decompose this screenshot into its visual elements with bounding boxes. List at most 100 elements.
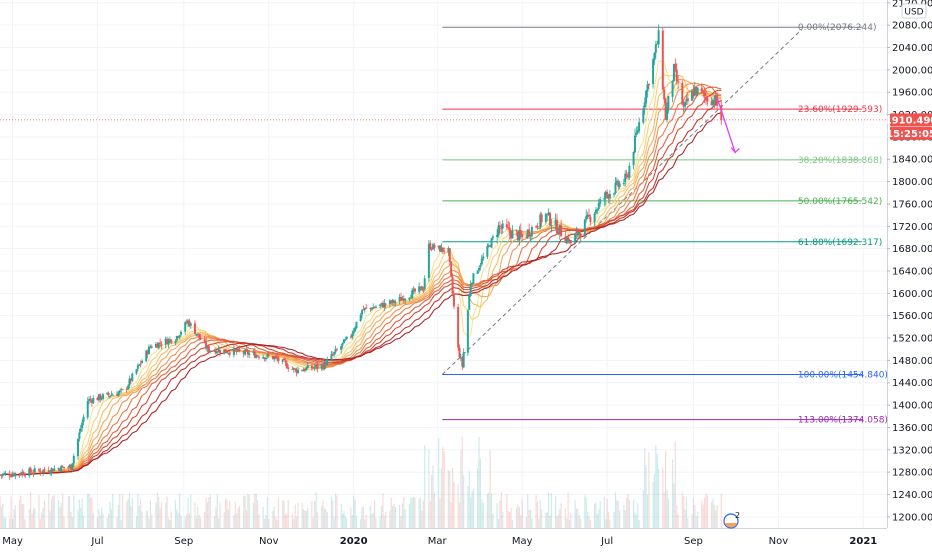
candle-body: [615, 180, 618, 183]
candle-body: [703, 92, 706, 96]
candle-body: [86, 401, 89, 418]
candle-body: [301, 370, 304, 372]
candle-body: [462, 351, 465, 368]
candle-body: [546, 213, 549, 215]
candle-body: [180, 331, 183, 335]
candle-body: [554, 219, 557, 225]
candle-body: [333, 352, 336, 355]
volume-bar: [492, 513, 494, 528]
volume-bar: [468, 471, 470, 528]
volume-bar: [697, 511, 699, 528]
volume-bar: [63, 516, 65, 528]
volume-bar: [557, 514, 559, 528]
candle-body: [588, 214, 591, 217]
volume-bar: [560, 503, 562, 528]
volume-bar: [49, 511, 51, 528]
volume-bar: [226, 499, 228, 528]
volume-bar: [606, 498, 608, 528]
candle-body: [671, 80, 674, 97]
fib-level-label: 100.00%(1454.840): [798, 370, 888, 380]
candle-body: [418, 286, 421, 292]
volume-bar: [616, 500, 618, 528]
volume-bar: [539, 499, 541, 528]
candle-body: [518, 230, 521, 241]
volume-bar: [577, 509, 579, 528]
volume-bar: [52, 495, 54, 528]
candle-body: [330, 354, 333, 360]
candle-body: [320, 364, 323, 368]
candle-body: [232, 348, 235, 355]
volume-bar: [447, 470, 449, 528]
price-tick-label: 1440.000: [892, 378, 932, 389]
price-tick-label: 1480.000: [892, 356, 932, 367]
candle-body: [139, 363, 142, 365]
volume-bar: [218, 518, 220, 528]
candle-body: [263, 357, 266, 360]
volume-bar: [48, 493, 50, 528]
candle-body: [579, 233, 582, 236]
candle-body: [682, 104, 685, 107]
candle-body: [647, 84, 650, 86]
time-tick-label: 2020: [340, 536, 368, 547]
candle-body: [452, 293, 455, 307]
candle-body: [33, 468, 36, 473]
candle-body: [365, 307, 368, 309]
candle-body: [135, 369, 138, 374]
volume-bar: [297, 502, 299, 528]
volume-bar: [330, 496, 333, 528]
volume-bar: [137, 494, 139, 528]
volume-bar: [598, 509, 600, 528]
candle-body: [316, 364, 319, 369]
candle-body: [574, 234, 577, 244]
currency-badge[interactable]: USD: [901, 3, 927, 19]
volume-bar: [130, 505, 132, 528]
price-tick-label: 1960.000: [892, 88, 932, 99]
volume-bar: [677, 514, 679, 528]
candle-body: [145, 350, 148, 362]
candle-body: [516, 231, 519, 241]
volume-bar: [341, 513, 344, 528]
candle-body: [342, 339, 345, 344]
volume-bar: [197, 507, 199, 528]
price-axis-bg: [887, 0, 932, 550]
candle-body: [281, 359, 284, 362]
price-tick-label: 1680.000: [892, 244, 932, 255]
candle-body: [49, 472, 52, 474]
volume-bar: [575, 508, 578, 528]
candle-body: [68, 465, 71, 468]
candle-body: [576, 230, 579, 236]
volume-bar: [254, 494, 256, 528]
candle-body: [352, 330, 355, 334]
candle-body: [156, 343, 159, 348]
candle-body: [569, 240, 572, 244]
candle-body: [373, 307, 376, 309]
bottom-badge[interactable]: 2: [723, 511, 740, 529]
candle-body: [478, 267, 481, 271]
candle-body: [203, 339, 206, 342]
volume-bar: [499, 500, 501, 528]
candle-body: [677, 81, 680, 83]
volume-bar: [567, 492, 569, 528]
candle-body: [335, 349, 338, 351]
volume-bar: [472, 488, 475, 528]
volume-bar: [188, 513, 190, 528]
candle-body: [256, 355, 259, 357]
volume-bar: [21, 503, 23, 528]
candle-body: [618, 183, 621, 188]
volume-bar: [451, 467, 454, 528]
candle-body: [24, 475, 27, 477]
volume-bar: [710, 501, 713, 528]
volume-bar: [263, 518, 266, 528]
candle-body: [248, 353, 251, 355]
candle-body: [578, 232, 581, 236]
candle-body: [109, 395, 112, 397]
candle-body: [305, 367, 308, 371]
candle-body: [67, 467, 70, 469]
candle-body: [549, 212, 552, 226]
candle-body: [537, 227, 540, 229]
volume-bar: [554, 496, 557, 528]
volume-bar: [528, 509, 530, 528]
volume-bar: [355, 515, 358, 528]
